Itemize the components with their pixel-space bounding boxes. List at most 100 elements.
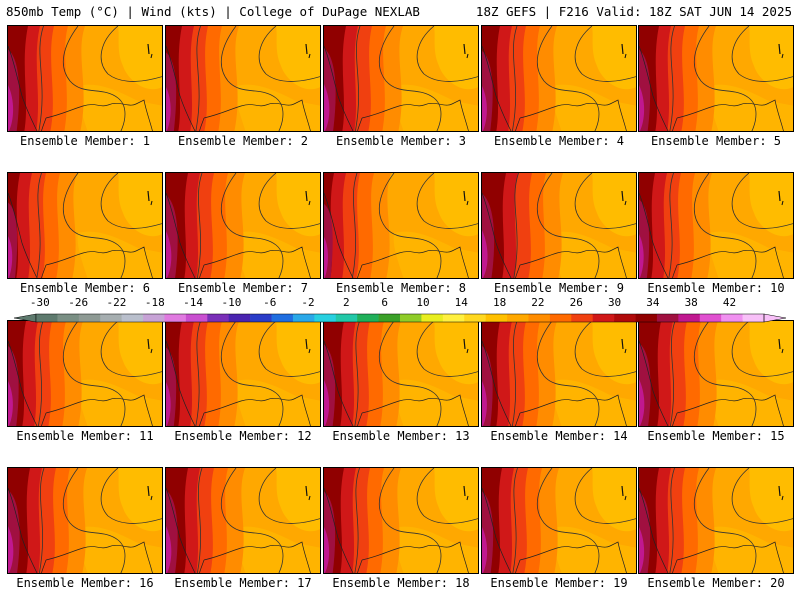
panel-label: Ensemble Member: 11 — [16, 429, 154, 443]
colorbar-swatch — [485, 314, 508, 322]
colorbar-swatch — [378, 314, 401, 322]
temperature-map — [166, 26, 320, 131]
colorbar-swatch — [250, 314, 272, 322]
map-title: 850mb Temp (°C) | Wind (kts) | College o… — [6, 4, 420, 19]
colorbar-tick-label: 22 — [531, 296, 545, 309]
panel-label: Ensemble Member: 7 — [177, 281, 309, 295]
ensemble-panel-8 — [323, 172, 479, 279]
ensemble-panel-1 — [7, 25, 163, 132]
panel-label: Ensemble Member: 4 — [493, 134, 625, 148]
colorbar-arrow-left — [14, 313, 37, 323]
temperature-map — [639, 173, 793, 278]
ensemble-panel-16 — [7, 467, 163, 574]
panel-label: Ensemble Member: 13 — [332, 429, 470, 443]
panel-label: Ensemble Member: 1 — [19, 134, 151, 148]
colorbar-tick-label: -26 — [68, 296, 89, 309]
colorbar-swatch — [335, 314, 358, 322]
temperature-map — [166, 468, 320, 573]
ensemble-panel-15 — [638, 320, 794, 427]
colorbar-swatch — [549, 314, 572, 322]
ensemble-panel-3 — [323, 25, 479, 132]
colorbar-tick-label: 26 — [569, 296, 583, 309]
temperature-map — [324, 26, 478, 131]
colorbar-tick-label: 6 — [381, 296, 388, 309]
ensemble-panel-4 — [481, 25, 637, 132]
colorbar-swatch — [228, 314, 251, 322]
temperature-map — [166, 321, 320, 426]
colorbar-swatch — [592, 314, 615, 322]
panel-label: Ensemble Member: 17 — [174, 576, 312, 590]
temperature-map — [482, 468, 636, 573]
colorbar-swatch — [292, 314, 315, 322]
ensemble-panel-18 — [323, 467, 479, 574]
panel-label: Ensemble Member: 20 — [647, 576, 785, 590]
temperature-map — [324, 321, 478, 426]
colorbar-swatch — [185, 314, 208, 322]
temperature-map — [166, 173, 320, 278]
colorbar-tick-label: -30 — [29, 296, 50, 309]
temperature-map — [8, 468, 162, 573]
colorbar-swatch — [656, 314, 679, 322]
colorbar-swatch — [421, 314, 444, 322]
ensemble-panel-6 — [7, 172, 163, 279]
colorbar-swatch — [442, 314, 465, 322]
ensemble-panel-20 — [638, 467, 794, 574]
colorbar-tick-label: 2 — [343, 296, 350, 309]
panel-label: Ensemble Member: 16 — [16, 576, 154, 590]
temperature-map — [482, 173, 636, 278]
panel-label: Ensemble Member: 10 — [647, 281, 785, 295]
colorbar-tick-label: 42 — [722, 296, 737, 309]
colorbar-swatch — [314, 314, 337, 322]
temperature-map — [639, 321, 793, 426]
colorbar-swatch — [78, 314, 101, 322]
colorbar-swatch — [571, 314, 594, 322]
panel-label: Ensemble Member: 6 — [19, 281, 151, 295]
panel-label: Ensemble Member: 5 — [650, 134, 782, 148]
ensemble-panel-9 — [481, 172, 637, 279]
panel-label: Ensemble Member: 18 — [332, 576, 470, 590]
colorbar-tick-label: -22 — [106, 296, 127, 309]
colorbar-tick-label: -6 — [263, 296, 277, 309]
ensemble-panel-19 — [481, 467, 637, 574]
run-info: 18Z GEFS | F216 Valid: 18Z SAT JUN 14 20… — [475, 4, 792, 19]
panel-label: Ensemble Member: 15 — [647, 429, 785, 443]
temperature-colorbar — [14, 305, 786, 327]
colorbar-tick-label: -2 — [301, 296, 315, 309]
ensemble-panel-13 — [323, 320, 479, 427]
colorbar-swatch — [507, 314, 529, 322]
panel-label: Ensemble Member: 12 — [174, 429, 312, 443]
colorbar-swatch — [400, 314, 422, 322]
ensemble-panel-11 — [7, 320, 163, 427]
temperature-map — [324, 173, 478, 278]
colorbar-tick-label: 18 — [492, 296, 507, 309]
colorbar-swatch — [635, 314, 658, 322]
colorbar-tick-label: 34 — [646, 296, 660, 309]
temperature-map — [8, 173, 162, 278]
colorbar-swatch — [100, 314, 122, 322]
colorbar-swatch — [528, 314, 551, 322]
colorbar-tick-label: 38 — [684, 296, 698, 309]
ensemble-panel-10 — [638, 172, 794, 279]
colorbar-swatch — [57, 314, 80, 322]
colorbar-swatch — [271, 314, 294, 322]
temperature-map — [482, 26, 636, 131]
temperature-map — [482, 321, 636, 426]
colorbar-swatch — [36, 314, 58, 322]
temperature-map — [8, 321, 162, 426]
temperature-map — [639, 468, 793, 573]
ensemble-panel-2 — [165, 25, 321, 132]
colorbar-tick-label: -10 — [221, 296, 242, 309]
panel-label: Ensemble Member: 8 — [335, 281, 467, 295]
panel-label: Ensemble Member: 2 — [177, 134, 309, 148]
colorbar-tick-label: -14 — [183, 296, 204, 309]
colorbar-swatch — [121, 314, 144, 322]
colorbar-swatch — [678, 314, 701, 322]
ensemble-panel-14 — [481, 320, 637, 427]
ensemble-panel-17 — [165, 467, 321, 574]
colorbar-swatch — [699, 314, 722, 322]
colorbar-swatch — [164, 314, 187, 322]
colorbar-swatches — [14, 313, 786, 323]
colorbar-tick-label: -18 — [144, 296, 165, 309]
panel-label: Ensemble Member: 3 — [335, 134, 467, 148]
colorbar-swatch — [614, 314, 636, 322]
